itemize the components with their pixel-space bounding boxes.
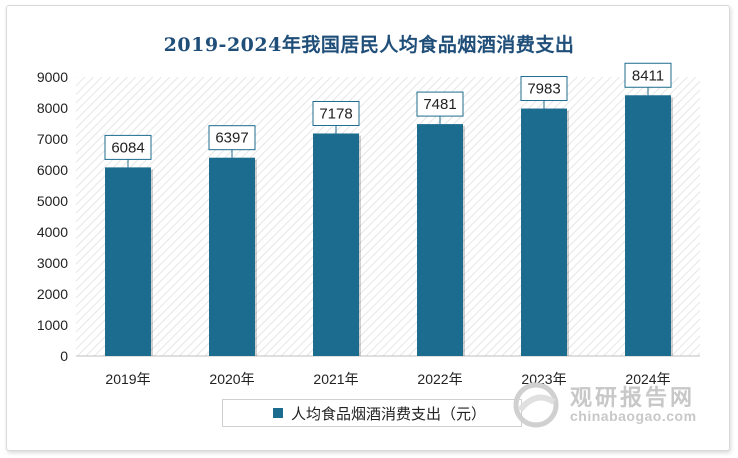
y-tick-label: 1000 — [37, 317, 68, 333]
data-label-box — [520, 76, 568, 102]
legend: 人均食品烟酒消费支出（元） — [222, 399, 522, 427]
data-label-box — [208, 125, 256, 151]
y-tick-label: 0 — [60, 348, 68, 364]
y-tick-label: 2000 — [37, 286, 68, 302]
y-tick-label: 4000 — [37, 224, 68, 240]
data-label-box — [312, 100, 360, 126]
y-axis: 0 1000 2000 3000 4000 5000 6000 7000 8000 9000 — [37, 69, 68, 364]
x-tick-label: 2021年 — [313, 371, 358, 387]
bar — [521, 108, 567, 356]
y-tick-label: 7000 — [37, 131, 68, 147]
x-tick-label: 2019年 — [105, 371, 150, 387]
bar — [625, 95, 671, 356]
bars — [105, 95, 673, 357]
data-labels: 6084 6397 7178 7481 7983 8411 — [104, 62, 672, 168]
watermark-text-cn: 观研报告网 — [570, 385, 696, 410]
bar — [105, 167, 151, 356]
data-label-box — [416, 91, 464, 117]
bar — [209, 157, 255, 356]
x-tick-label: 2020年 — [209, 371, 254, 387]
data-label: 7178 — [319, 105, 352, 122]
data-label-box — [624, 62, 672, 88]
bar — [417, 124, 463, 357]
legend-swatch — [273, 408, 283, 418]
data-label: 7983 — [527, 81, 560, 98]
plot-area — [76, 77, 700, 356]
data-label: 6397 — [215, 130, 248, 147]
legend-label: 人均食品烟酒消费支出（元） — [291, 405, 487, 423]
y-tick-label: 9000 — [37, 69, 68, 85]
data-label: 6084 — [111, 139, 144, 156]
x-tick-label: 2022年 — [417, 371, 462, 387]
watermark: 观研报告网 chinabaogao.com — [510, 380, 710, 430]
bar — [313, 133, 359, 356]
y-tick-label: 6000 — [37, 162, 68, 178]
chart-title: 2019-2024年我国居民人均食品烟酒消费支出 — [163, 34, 575, 56]
data-label: 8411 — [632, 67, 664, 84]
y-tick-label: 3000 — [37, 255, 68, 271]
data-label: 7481 — [423, 96, 456, 113]
data-label-box — [104, 134, 152, 160]
x-axis: 2019年 2020年 2021年 2022年 2023年 2024年 — [76, 355, 700, 387]
watermark-logo-icon — [513, 382, 559, 428]
x-tick-label: 2024年 — [625, 371, 670, 387]
watermark-text-en: chinabaogao.com — [570, 408, 697, 424]
y-tick-label: 5000 — [37, 193, 68, 209]
y-tick-label: 8000 — [37, 100, 68, 116]
